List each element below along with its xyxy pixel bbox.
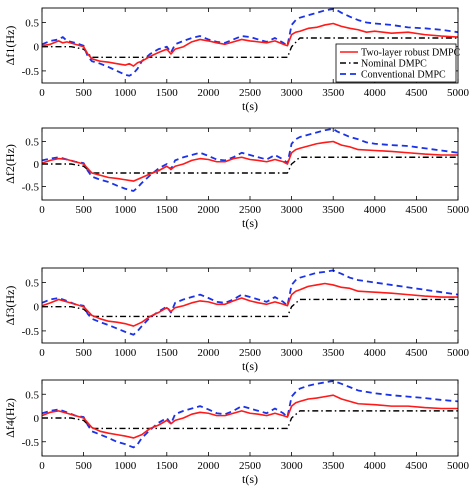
x-tick-label: 4000 bbox=[364, 204, 387, 216]
series-line-two-layer-robust-dmpc bbox=[42, 22, 458, 67]
x-tick-label: 500 bbox=[75, 460, 92, 472]
series-line-conventional-dmpc bbox=[42, 128, 458, 192]
x-tick-label: 2500 bbox=[239, 204, 262, 216]
x-tick-label: 500 bbox=[75, 87, 92, 99]
series-line-two-layer-robust-dmpc bbox=[42, 140, 458, 182]
x-tick-label: 0 bbox=[39, 204, 45, 216]
series-line-two-layer-robust-dmpc bbox=[42, 282, 458, 327]
x-tick-label: 3500 bbox=[322, 87, 345, 99]
series-line-conventional-dmpc bbox=[42, 380, 458, 449]
x-tick-label: 3000 bbox=[281, 87, 304, 99]
x-axis-label: t(s) bbox=[242, 99, 258, 113]
plot-frame bbox=[41, 267, 459, 344]
x-tick-label: 4500 bbox=[405, 460, 428, 472]
x-tick-label: 1000 bbox=[114, 347, 137, 359]
x-tick-label: 0 bbox=[39, 347, 45, 359]
y-axis-label: Δf4(Hz) bbox=[3, 398, 17, 438]
x-tick-label: 1000 bbox=[114, 204, 137, 216]
x-tick-label: 1000 bbox=[114, 87, 137, 99]
y-tick-label: -0.5 bbox=[22, 182, 40, 194]
y-axis-label: Δf3(Hz) bbox=[3, 286, 17, 326]
y-tick-label: 0 bbox=[34, 42, 40, 54]
series-line-conventional-dmpc bbox=[42, 269, 458, 336]
y-tick-label: 0.5 bbox=[25, 389, 39, 401]
series-line-nominal-dmpc bbox=[42, 410, 458, 430]
x-tick-label: 1500 bbox=[156, 204, 179, 216]
y-tick-label: 0.5 bbox=[25, 137, 39, 149]
x-tick-label: 4500 bbox=[405, 347, 428, 359]
plot-frame bbox=[41, 379, 459, 457]
x-tick-label: 5000 bbox=[447, 87, 470, 99]
x-tick-label: 5000 bbox=[447, 347, 470, 359]
plot-frame bbox=[41, 127, 459, 201]
x-tick-label: 2000 bbox=[197, 204, 220, 216]
x-tick-label: 4000 bbox=[364, 347, 387, 359]
series-line-nominal-dmpc bbox=[42, 37, 458, 59]
legend-entry: Nominal DMPC bbox=[361, 59, 427, 70]
subplot-2: 0 500 1000 1500 2000 2500 3000 3500 4000 4500 5000… bbox=[3, 127, 470, 230]
x-tick-label: 2500 bbox=[239, 460, 262, 472]
x-axis-label: t(s) bbox=[242, 472, 258, 486]
x-tick-label: 4000 bbox=[364, 460, 387, 472]
y-tick-label: -0.5 bbox=[22, 437, 40, 449]
legend-entry: Two-layer robust DMPC bbox=[361, 48, 461, 59]
x-tick-label: 3500 bbox=[322, 204, 345, 216]
x-tick-label: 4500 bbox=[405, 204, 428, 216]
x-tick-label: 500 bbox=[75, 204, 92, 216]
x-tick-label: 3000 bbox=[281, 460, 304, 472]
y-tick-label: -0.5 bbox=[22, 326, 40, 338]
x-tick-label: 0 bbox=[39, 87, 45, 99]
series-line-conventional-dmpc bbox=[42, 8, 458, 77]
x-tick-label: 2000 bbox=[197, 460, 220, 472]
x-tick-label: 3000 bbox=[281, 347, 304, 359]
y-tick-label: 0 bbox=[34, 302, 40, 314]
subplot-1: 0 500 1000 1500 2000 2500 3000 3500 4000 4500 5000… bbox=[3, 7, 470, 113]
y-tick-label: -0.5 bbox=[22, 66, 40, 78]
x-tick-label: 500 bbox=[75, 347, 92, 359]
legend-entry: Conventional DMPC bbox=[361, 70, 446, 81]
x-tick-label: 1500 bbox=[156, 347, 179, 359]
series-line-nominal-dmpc bbox=[42, 298, 458, 318]
x-tick-label: 2000 bbox=[197, 87, 220, 99]
x-tick-label: 4500 bbox=[405, 87, 428, 99]
series-line-two-layer-robust-dmpc bbox=[42, 394, 458, 439]
x-tick-label: 1000 bbox=[114, 460, 137, 472]
x-tick-label: 0 bbox=[39, 460, 45, 472]
y-axis-label: Δf1(Hz) bbox=[3, 26, 17, 66]
x-tick-label: 3500 bbox=[322, 347, 345, 359]
y-tick-label: 0.5 bbox=[25, 278, 39, 290]
x-tick-label: 5000 bbox=[447, 460, 470, 472]
x-tick-label: 5000 bbox=[447, 204, 470, 216]
x-tick-label: 1500 bbox=[156, 87, 179, 99]
x-tick-label: 3500 bbox=[322, 460, 345, 472]
x-tick-label: 4000 bbox=[364, 87, 387, 99]
x-tick-label: 2000 bbox=[197, 347, 220, 359]
y-tick-label: 0 bbox=[34, 159, 40, 171]
x-tick-label: 3000 bbox=[281, 204, 304, 216]
subplot-4: 0 500 1000 1500 2000 2500 3000 3500 4000 4500 5000… bbox=[3, 379, 470, 486]
y-tick-label: 0.5 bbox=[25, 18, 39, 30]
x-tick-label: 2500 bbox=[239, 347, 262, 359]
subplot-3: 0 500 1000 1500 2000 2500 3000 3500 4000 4500 5000… bbox=[3, 267, 470, 373]
y-axis-label: Δf2(Hz) bbox=[3, 144, 17, 184]
x-axis-label: t(s) bbox=[242, 216, 258, 230]
x-tick-label: 1500 bbox=[156, 460, 179, 472]
x-axis-label: t(s) bbox=[242, 359, 258, 373]
x-tick-label: 2500 bbox=[239, 87, 262, 99]
y-tick-label: 0 bbox=[34, 413, 40, 425]
